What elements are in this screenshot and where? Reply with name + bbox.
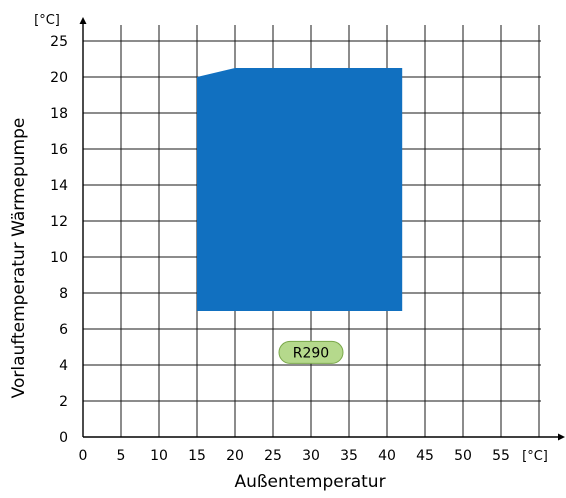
annotations: R290 <box>278 340 344 364</box>
x-tick-label: 0 <box>79 448 88 464</box>
x-axis-title: Außentemperatur <box>234 472 385 492</box>
y-axis-title: Vorlauftemperatur Wärmepumpe <box>9 118 29 399</box>
x-tick-label: 30 <box>302 448 320 464</box>
y-axis-arrow <box>79 17 87 24</box>
x-axis-unit: [°C] <box>522 449 548 464</box>
x-tick-label: 20 <box>226 448 244 464</box>
axes <box>79 17 565 441</box>
y-tick-label: 18 <box>50 106 68 122</box>
x-tick-label: 25 <box>264 448 282 464</box>
x-tick-label: 15 <box>188 448 206 464</box>
y-tick-label: 16 <box>50 142 68 158</box>
y-axis-unit: [°C] <box>34 13 60 28</box>
x-tick-label: 45 <box>416 448 434 464</box>
x-tick-label: 50 <box>454 448 472 464</box>
y-tick-label: 2 <box>59 394 68 410</box>
x-axis-arrow <box>558 433 565 441</box>
x-tick-label: 55 <box>492 448 510 464</box>
tick-labels: 0 5 10 15 20 25 30 35 40 45 50 55 0 2 4 6 8 10 12 14 16 18 20 2… <box>50 34 510 464</box>
series-label-text: R290 <box>293 345 329 361</box>
series-layer <box>197 68 403 311</box>
y-tick-label: 6 <box>59 322 68 338</box>
y-tick-label: 25 <box>50 34 68 50</box>
operating-area-r290 <box>197 68 403 311</box>
y-tick-label: 14 <box>50 178 68 194</box>
y-tick-label: 8 <box>59 286 68 302</box>
x-tick-label: 5 <box>117 448 126 464</box>
y-tick-label: 20 <box>50 70 68 86</box>
y-tick-label: 12 <box>50 214 68 230</box>
x-tick-label: 35 <box>340 448 358 464</box>
y-tick-label: 0 <box>59 430 68 446</box>
y-tick-label: 10 <box>50 250 68 266</box>
y-tick-label: 4 <box>59 358 68 374</box>
series-label-badge <box>278 340 344 364</box>
x-tick-label: 10 <box>150 448 168 464</box>
x-tick-label: 40 <box>378 448 396 464</box>
